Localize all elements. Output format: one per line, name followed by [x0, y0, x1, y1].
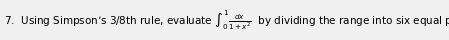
Text: 7.  Using Simpson’s 3/8th rule, evaluate $\int_0^1 \frac{dx}{1+x^2}$  by dividin: 7. Using Simpson’s 3/8th rule, evaluate …	[4, 8, 449, 32]
